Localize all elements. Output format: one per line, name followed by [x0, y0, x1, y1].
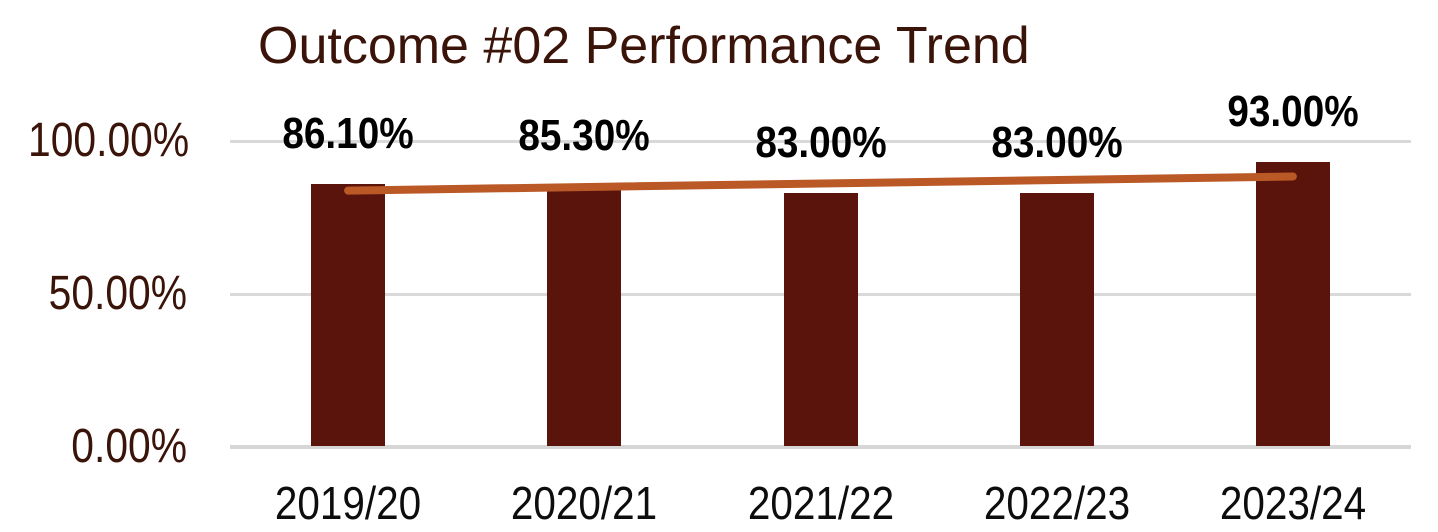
- bar-2022/23: [1019, 193, 1094, 446]
- y-axis-tick-label: 50.00%: [48, 267, 188, 320]
- x-axis-line: [230, 445, 1411, 449]
- x-axis-label: 2020/21: [511, 477, 658, 529]
- chart-title: Outcome #02 Performance Trend: [258, 17, 1030, 75]
- bar-2021/22: [783, 193, 858, 446]
- bar-data-label: 83.00%: [754, 118, 887, 168]
- x-axis-label: 2021/22: [747, 477, 894, 529]
- x-axis-label: 2022/23: [983, 477, 1130, 529]
- y-axis-tick-label: 100.00%: [28, 114, 190, 167]
- bar-data-label: 83.00%: [991, 118, 1123, 168]
- trendline: [344, 172, 1297, 195]
- y-axis-tick-label: 0.00%: [71, 420, 187, 473]
- x-axis-label: 2023/24: [1219, 477, 1367, 529]
- bar-2023/24: [1255, 162, 1330, 446]
- bar-data-label: 85.30%: [518, 110, 650, 160]
- bar-data-label: 93.00%: [1227, 87, 1359, 137]
- x-axis-label: 2019/20: [274, 477, 422, 529]
- bar-2019/20: [311, 183, 386, 446]
- bar-2020/21: [547, 185, 622, 446]
- bar-data-label: 86.10%: [282, 108, 414, 158]
- gridline: [230, 139, 1411, 143]
